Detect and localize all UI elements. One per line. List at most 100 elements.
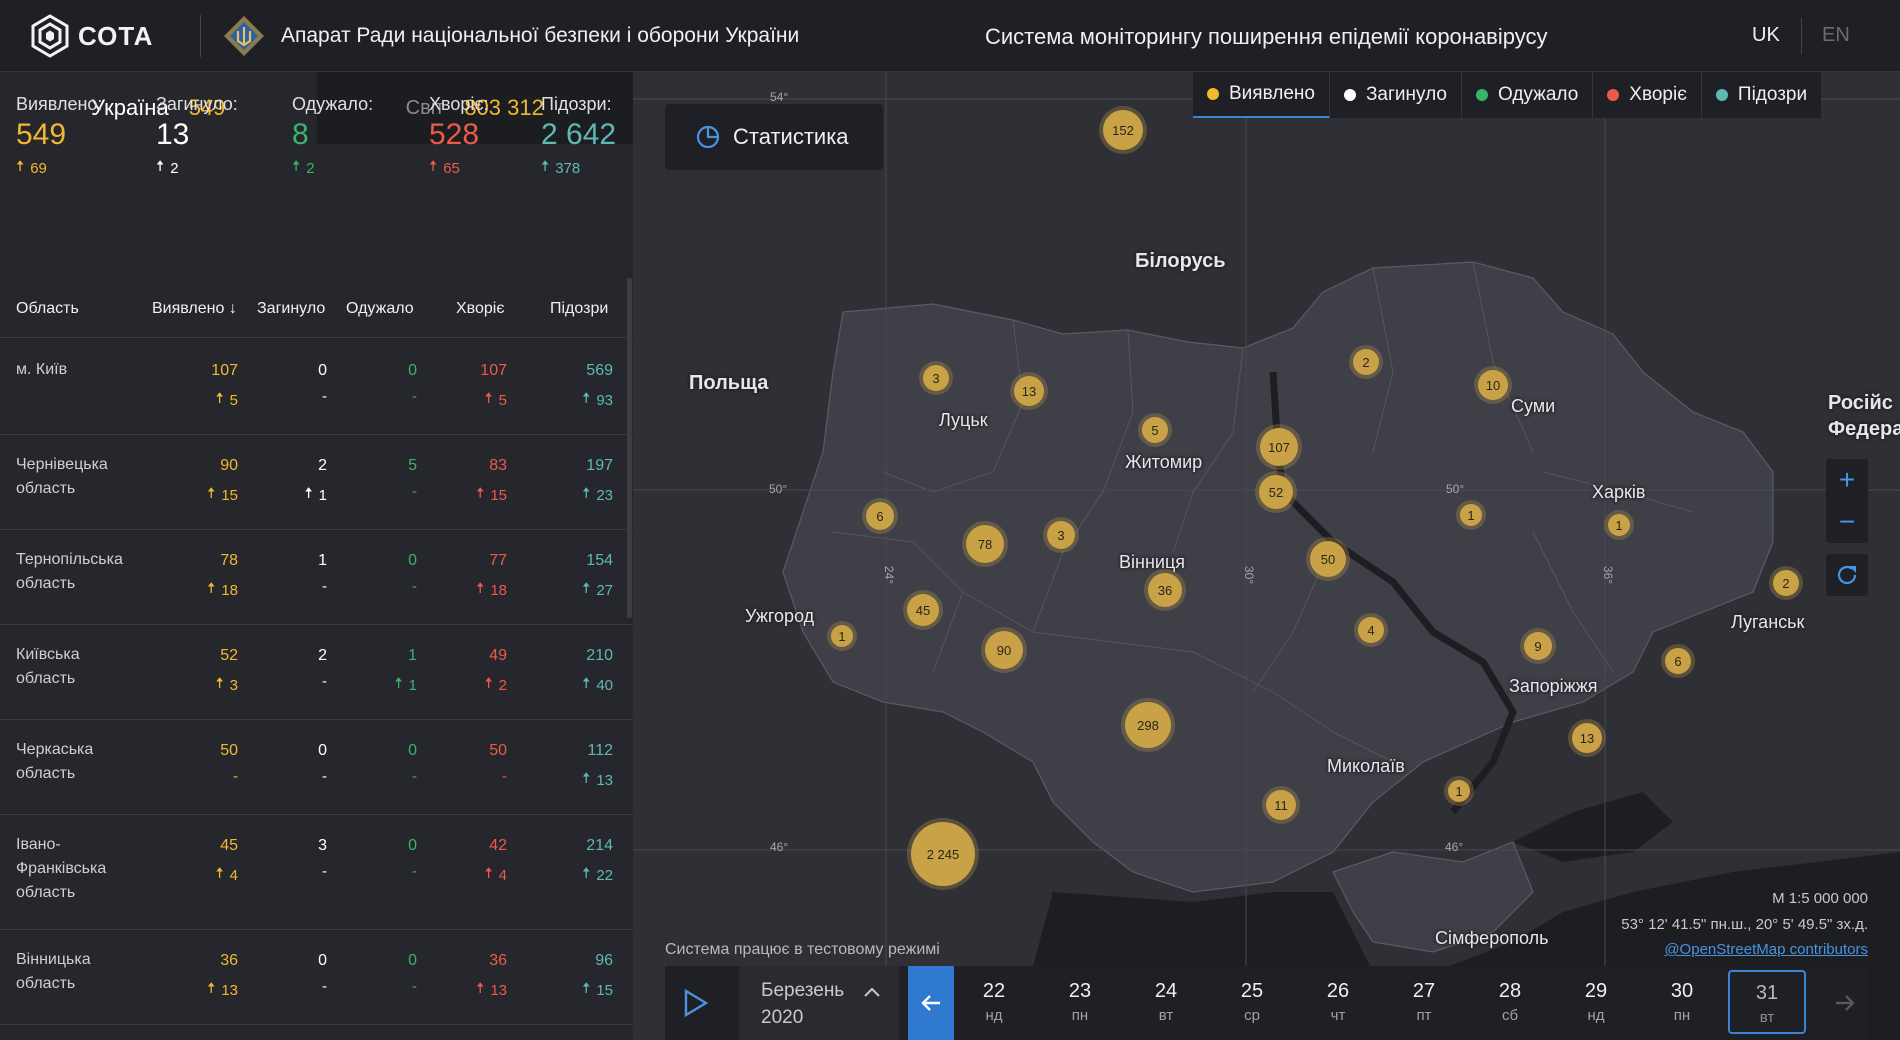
table-row[interactable]: Черкаська область 50-0-0-50-112 🠅 13 xyxy=(0,720,633,815)
legend-detected-label: Виявлено xyxy=(1229,83,1315,104)
cell-recovered-delta: 1 xyxy=(408,677,417,694)
day-number: 30 xyxy=(1670,980,1694,1002)
previous-day-button[interactable] xyxy=(908,966,954,1040)
column-header-recovered[interactable]: Одужало xyxy=(346,300,414,317)
osm-attribution-link[interactable]: @OpenStreetMap contributors xyxy=(1664,941,1868,958)
day-item[interactable]: 31 вт xyxy=(1728,970,1806,1034)
case-cluster-marker[interactable]: 5 xyxy=(1142,417,1168,443)
statistics-button[interactable]: Статистика xyxy=(665,104,883,170)
summary-died-delta: 2 xyxy=(170,160,179,177)
day-item[interactable]: 30 пн xyxy=(1642,966,1722,1040)
table-scrollbar[interactable] xyxy=(627,278,632,618)
legend-detected[interactable]: Виявлено xyxy=(1193,72,1330,118)
case-cluster-marker[interactable]: 1 xyxy=(1448,780,1470,802)
day-weekday: пт xyxy=(1416,1007,1432,1024)
case-cluster-marker[interactable]: 152 xyxy=(1103,110,1143,150)
cell-suspected: 96 🠅 15 xyxy=(582,952,613,1003)
crimea-shape xyxy=(1332,841,1534,953)
table-row[interactable]: м. Київ 107 🠅 5 0-0-107 🠅 5 569 🠅 93 xyxy=(0,340,633,435)
legend-died[interactable]: Загинуло xyxy=(1330,72,1462,118)
map-view[interactable]: 54° 50° 50° 46° 46° 24° 30° 36° Білорусь… xyxy=(633,72,1900,1040)
legend-sick[interactable]: Хворіє xyxy=(1593,72,1702,118)
case-cluster-marker[interactable]: 2 xyxy=(1353,349,1379,375)
case-cluster-marker[interactable]: 3 xyxy=(1047,521,1075,549)
case-cluster-marker[interactable]: 3 xyxy=(923,365,949,391)
cell-sick-delta-row: 🠅 4 xyxy=(484,863,507,888)
legend-recovered[interactable]: Одужало xyxy=(1462,72,1594,118)
lang-uk-button[interactable]: UK xyxy=(1752,24,1780,46)
day-item[interactable]: 22 нд xyxy=(954,966,1034,1040)
legend-suspected[interactable]: Підозри xyxy=(1702,72,1821,118)
column-header-detected[interactable]: Виявлено ↓ xyxy=(152,300,237,318)
tab-ukraine[interactable]: Україна 549 xyxy=(0,72,317,144)
legend-died-label: Загинуло xyxy=(1365,84,1447,105)
day-item[interactable]: 25 ср xyxy=(1212,966,1292,1040)
table-row[interactable]: Київська область 52 🠅 3 2-1 🠅 1 49 🠅 2 210 🠅 40 xyxy=(0,625,633,720)
table-row[interactable]: Тернопільська область 78 🠅 18 1-0-77 🠅 18 154 🠅 2… xyxy=(0,530,633,625)
pie-chart-icon xyxy=(696,125,720,149)
case-cluster-marker[interactable]: 78 xyxy=(966,525,1004,563)
case-cluster-marker[interactable]: 9 xyxy=(1524,632,1552,660)
table-row[interactable]: Івано-Франківська область 45 🠅 4 3-0-42 🠅 4 214… xyxy=(0,815,633,930)
column-header-died[interactable]: Загинуло xyxy=(257,300,326,317)
cell-suspected-value: 210 xyxy=(586,647,613,664)
column-header-sick[interactable]: Хворіє xyxy=(456,300,505,317)
cell-suspected-value: 112 xyxy=(587,742,613,759)
day-item[interactable]: 23 пн xyxy=(1040,966,1120,1040)
cell-sick-value: 49 xyxy=(489,647,507,664)
zoom-in-button[interactable]: + xyxy=(1826,459,1868,501)
case-cluster-marker[interactable]: 50 xyxy=(1310,541,1346,577)
case-cluster-marker[interactable]: 2 245 xyxy=(911,822,975,886)
case-cluster-marker[interactable]: 6 xyxy=(866,502,894,530)
case-cluster-marker[interactable]: 36 xyxy=(1148,573,1182,607)
case-cluster-marker[interactable]: 6 xyxy=(1665,648,1691,674)
case-cluster-marker[interactable]: 11 xyxy=(1266,790,1296,820)
case-cluster-marker[interactable]: 13 xyxy=(1572,723,1602,753)
day-item[interactable]: 27 пт xyxy=(1384,966,1464,1040)
case-cluster-marker[interactable]: 52 xyxy=(1259,475,1293,509)
day-item[interactable]: 24 вт xyxy=(1126,966,1206,1040)
case-cluster-marker[interactable]: 4 xyxy=(1358,617,1384,643)
tab-world[interactable]: Світ 803 312 xyxy=(316,72,633,144)
case-cluster-marker[interactable]: 1 xyxy=(1460,504,1482,526)
case-cluster-marker[interactable]: 13 xyxy=(1014,376,1044,406)
sota-logo[interactable]: СОТА xyxy=(30,13,153,59)
cell-died: 0- xyxy=(318,362,327,405)
cell-detected-delta-row: 🠅 13 xyxy=(207,978,238,1003)
day-item[interactable]: 26 чт xyxy=(1298,966,1378,1040)
case-cluster-marker[interactable]: 107 xyxy=(1260,428,1298,466)
grid-label: 30° xyxy=(1242,565,1257,585)
play-button[interactable] xyxy=(665,966,727,1040)
day-item[interactable]: 28 сб xyxy=(1470,966,1550,1040)
case-cluster-marker[interactable]: 298 xyxy=(1125,702,1171,748)
summary-recovered: Одужало: 8 🠅 2 xyxy=(292,94,373,181)
cell-recovered-value: 0 xyxy=(408,362,417,379)
up-arrow-icon: 🠅 xyxy=(394,675,403,692)
reset-view-button[interactable] xyxy=(1826,554,1868,596)
stats-panel: Україна 549 Світ 803 312 xyxy=(0,72,633,1040)
summary-sick: Хворіє: 528 🠅 65 xyxy=(429,94,489,181)
lang-en-button[interactable]: EN xyxy=(1822,24,1850,46)
column-header-suspected[interactable]: Підозри xyxy=(550,300,609,317)
city-label: Ужгород xyxy=(745,606,815,626)
table-row[interactable]: Чернівецька область 90 🠅 15 2 🠅 1 5-83 🠅 15 197 🠅 23 xyxy=(0,435,633,530)
cell-detected-value: 107 xyxy=(211,362,238,379)
case-cluster-marker[interactable]: 1 xyxy=(831,625,853,647)
table-row[interactable]: Вінницька область 36 🠅 13 0-0-36 🠅 13 96 🠅 15 xyxy=(0,930,633,1025)
month-selector[interactable]: Березень 2020 xyxy=(739,966,899,1040)
next-day-button[interactable] xyxy=(1825,966,1865,1040)
case-cluster-marker[interactable]: 90 xyxy=(985,631,1023,669)
grid-label: 50° xyxy=(769,482,788,496)
cell-died: 2 🠅 1 xyxy=(304,457,327,508)
case-cluster-marker[interactable]: 1 xyxy=(1608,514,1630,536)
case-cluster-marker[interactable]: 2 xyxy=(1773,570,1799,596)
column-header-region[interactable]: Область xyxy=(16,300,79,317)
cell-suspected: 214 🠅 22 xyxy=(582,837,613,888)
case-cluster-marker[interactable]: 45 xyxy=(907,594,939,626)
case-cluster-marker[interactable]: 10 xyxy=(1478,370,1508,400)
zoom-controls: + − xyxy=(1826,459,1868,543)
zoom-out-button[interactable]: − xyxy=(1826,501,1868,543)
day-item[interactable]: 29 нд xyxy=(1556,966,1636,1040)
cell-recovered-value: 0 xyxy=(408,837,417,854)
cell-suspected-delta: 27 xyxy=(596,582,613,599)
